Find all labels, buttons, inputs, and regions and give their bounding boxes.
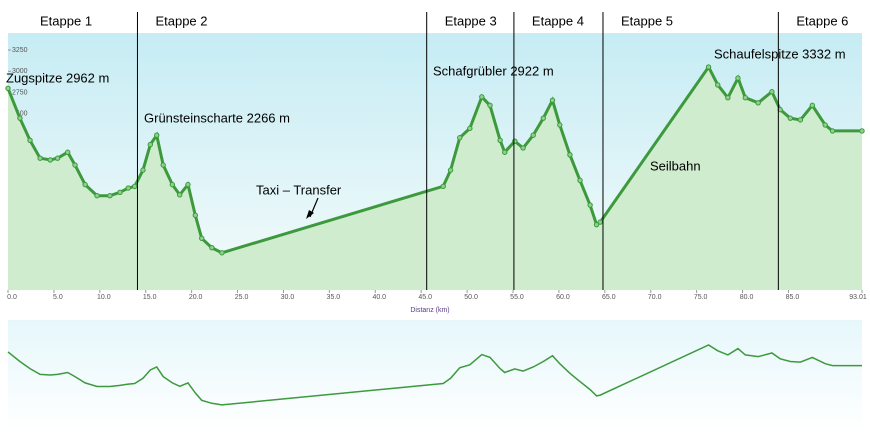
x-tick-label: 50.0 <box>464 294 478 301</box>
x-tick-label: 10.0 <box>97 294 111 301</box>
point <box>567 152 573 158</box>
x-tick-label: 30.0 <box>281 294 295 301</box>
point <box>169 181 176 188</box>
x-tick-label: 0.0 <box>7 294 17 301</box>
point <box>125 185 131 191</box>
x-tick-label: 40.0 <box>372 294 386 301</box>
point <box>209 244 215 251</box>
point <box>176 192 183 198</box>
overview-line <box>7 344 862 406</box>
area-fill <box>8 67 862 290</box>
point <box>755 100 761 106</box>
arrow-head <box>306 210 314 219</box>
point <box>520 145 526 151</box>
stage-label: Etappe 3 <box>445 13 497 28</box>
y-tick-label: 3250 <box>12 47 28 54</box>
point <box>440 183 446 190</box>
point <box>160 162 166 168</box>
point <box>557 122 563 128</box>
point <box>530 132 536 138</box>
elevation-line <box>6 64 862 255</box>
point <box>769 89 775 95</box>
point <box>502 149 508 155</box>
point <box>742 95 748 101</box>
point <box>597 219 603 225</box>
point <box>705 64 712 70</box>
point <box>715 82 721 88</box>
annotation: Taxi – Transfer <box>256 182 342 197</box>
x-tick-label: 5.0 <box>53 294 63 301</box>
point <box>467 125 473 132</box>
y-tick-label: 2750 <box>12 89 28 96</box>
annotation: Grünsteinscharte 2266 m <box>144 110 290 125</box>
stage-label: Etappe 6 <box>796 13 848 28</box>
point <box>192 212 199 218</box>
point <box>27 137 33 144</box>
point <box>5 85 11 92</box>
point <box>829 128 836 134</box>
point <box>549 97 556 103</box>
point <box>859 128 865 134</box>
point <box>797 117 804 123</box>
annotation: Schafgrübler 2922 m <box>433 63 554 78</box>
x-tick-label: 60.0 <box>556 294 570 301</box>
point <box>447 167 454 173</box>
x-tick-label: 35.0 <box>327 294 341 301</box>
point <box>185 181 191 188</box>
point <box>479 94 485 100</box>
point <box>17 115 23 121</box>
point <box>593 221 600 228</box>
x-tick-label: 75.0 <box>694 294 708 301</box>
point <box>147 141 154 148</box>
point <box>140 167 146 173</box>
x-tick-label: 93.01 <box>849 294 867 301</box>
point <box>587 202 593 208</box>
x-tick-label: 20.0 <box>189 294 203 301</box>
point <box>47 157 53 163</box>
stage-label: Etappe 2 <box>155 13 207 28</box>
point <box>199 235 205 241</box>
point <box>512 138 518 144</box>
x-tick-label: 25.0 <box>235 294 249 301</box>
point <box>822 122 828 128</box>
point <box>219 250 225 256</box>
point <box>37 155 43 161</box>
x-tick-label: 80.0 <box>740 294 754 301</box>
point <box>457 135 463 141</box>
point <box>497 137 503 144</box>
point <box>82 181 88 188</box>
point <box>540 115 546 121</box>
x-tick-label: 15.0 <box>143 294 157 301</box>
stage-label: Etappe 1 <box>40 13 92 28</box>
stage-label: Etappe 4 <box>532 13 584 28</box>
annotation: Seilbahn <box>650 158 701 173</box>
point <box>54 155 61 161</box>
point <box>107 192 113 199</box>
x-tick-label: 45.0 <box>418 294 432 301</box>
point <box>72 162 78 168</box>
point <box>154 132 160 138</box>
point <box>64 149 71 155</box>
annotation: Schaufelspitze 3332 m <box>714 46 846 61</box>
stage-label: Etappe 5 <box>621 13 673 28</box>
point <box>94 192 100 199</box>
x-tick-label: 65.0 <box>602 294 616 301</box>
point <box>132 183 138 190</box>
point <box>725 95 731 101</box>
x-tick-label: 85.0 <box>786 294 800 301</box>
point <box>787 115 793 121</box>
x-tick-label: 70.0 <box>648 294 662 301</box>
point <box>577 177 583 184</box>
point <box>809 102 816 109</box>
overview-area <box>8 320 862 432</box>
annotation: Zugspitze 2962 m <box>6 70 109 85</box>
point <box>487 102 493 109</box>
y-tick-label: 3000 <box>12 68 28 75</box>
point <box>117 189 123 195</box>
x-axis-label: Distanz (km) <box>410 307 449 314</box>
x-tick-label: 55.0 <box>510 294 524 301</box>
point <box>735 75 741 81</box>
